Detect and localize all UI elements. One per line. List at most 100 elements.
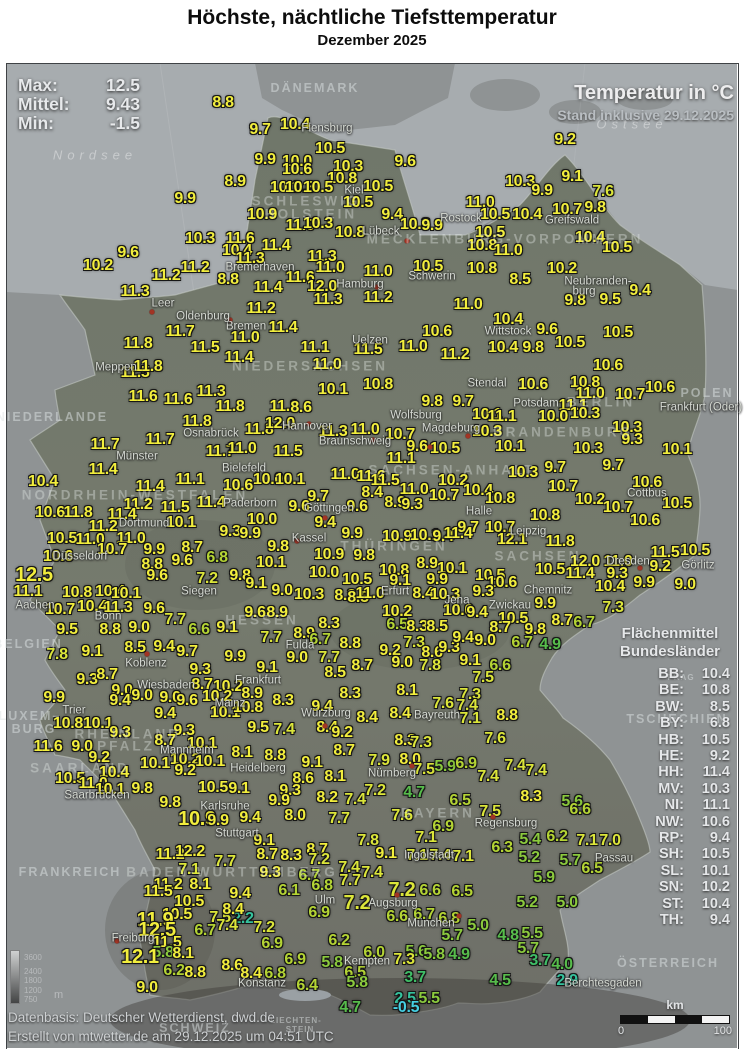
temp-label: 8.1 <box>396 682 418 699</box>
temp-label: 8.9 <box>293 625 315 642</box>
legend-state-code: MV: <box>658 780 684 797</box>
temp-label: 9.1 <box>459 652 481 669</box>
page-subtitle: Dezember 2025 <box>317 32 427 49</box>
temp-label: 8.5 <box>324 664 346 681</box>
temp-label: 10.3 <box>185 230 215 247</box>
temp-label: 5.6 <box>561 793 583 810</box>
city-dot <box>465 433 471 439</box>
temp-label: 9.0 <box>111 682 133 699</box>
temp-label: 10.4 <box>463 482 493 499</box>
temp-label: 8.7 <box>351 657 373 674</box>
temp-label: 10.5 <box>602 239 632 256</box>
temp-label: 10.5 <box>174 893 204 910</box>
temp-label: 9.9 <box>239 525 261 542</box>
temp-label: 8.3 <box>394 732 416 749</box>
temp-label: 11.5 <box>143 883 173 900</box>
city-label: Frankfurt (Oder) <box>659 401 743 414</box>
temp-label: 9.9 <box>174 190 196 207</box>
stat-row: Min: -1.5 <box>18 114 140 133</box>
temp-label: 7.1 <box>452 848 474 865</box>
temp-label: 8.6 <box>421 644 443 661</box>
legend-state-code: HH: <box>658 764 684 781</box>
temp-label: 8.3 <box>318 615 340 632</box>
city-label: Neubranden- <box>564 275 632 288</box>
temp-header: Temperatur in °C Stand inklusive 29.12.2… <box>557 82 734 123</box>
temp-label: 11.3 <box>120 283 150 300</box>
temp-label: 7.1 <box>178 861 200 878</box>
temp-label: 11.4 <box>224 349 254 366</box>
temp-label: 6.9 <box>455 755 477 772</box>
temp-label: 6.5 <box>386 616 408 633</box>
city-label: Hamburg <box>336 278 384 291</box>
legend-state-code: HB: <box>658 731 684 748</box>
legend-row: SL: 10.1 <box>602 863 738 879</box>
temp-label: 8.1 <box>172 945 194 962</box>
elevation-label: 1200 <box>24 986 42 995</box>
temp-label: 10.5 <box>343 194 373 211</box>
temp-label: 9.7 <box>249 121 271 138</box>
temp-label: 5.2 <box>516 894 538 911</box>
state-label: BAYERN <box>401 805 475 821</box>
city-label: Stuttgart <box>215 827 259 840</box>
temp-label: 11.4 <box>268 319 298 336</box>
temp-label: 7.2 <box>364 782 386 799</box>
temp-label: 7.7 <box>260 629 282 646</box>
temp-label: 8.7 <box>551 612 573 629</box>
temp-label: 8.1 <box>324 768 346 785</box>
legend-row: BW: 8.5 <box>602 699 738 715</box>
temp-label: 7.4 <box>338 859 360 876</box>
city-label: Düsseldorf <box>52 550 108 563</box>
temp-label: 6.8 <box>264 965 286 982</box>
temp-label: 10.7 <box>385 426 415 443</box>
temp-label: 8.8 <box>141 556 163 573</box>
temp-label: 8.7 <box>256 846 278 863</box>
temp-label: 9.4 <box>381 206 403 223</box>
temp-label: 11.3 <box>313 291 343 308</box>
temp-label: 8.8 <box>99 621 121 638</box>
temp-label: 9.2 <box>379 642 401 659</box>
temp-label: 11.8 <box>133 358 163 375</box>
temp-label: 11.3 <box>318 423 348 440</box>
temp-label: 9.0 <box>271 582 293 599</box>
temp-label: 7.9 <box>368 752 390 769</box>
state-label: PFALZ <box>97 738 155 754</box>
scale-start: 0 <box>618 1025 625 1037</box>
legend-state-value: 9.2 <box>709 748 730 765</box>
temp-label: 7.1 <box>415 829 437 846</box>
city-dot <box>374 284 380 290</box>
legend-row: RP: 9.4 <box>602 830 738 846</box>
temp-label: 3.7 <box>404 969 426 986</box>
temp-label: 7.8 <box>419 657 441 674</box>
city-label: Halle <box>465 505 493 518</box>
legend-row: HB: 10.5 <box>602 732 738 748</box>
temp-label: 11.7 <box>165 323 195 340</box>
temp-label: 10.2 <box>438 472 468 489</box>
temp-label: 8.7 <box>306 841 328 858</box>
temp-label: 8.4 <box>412 585 434 602</box>
temp-label: 5.8 <box>346 974 368 991</box>
temp-label: 8.3 <box>339 685 361 702</box>
stat-value: 12.5 <box>105 75 140 95</box>
temp-label: 11.2 <box>153 876 183 893</box>
temp-label: 7.2 <box>253 919 275 936</box>
country-label: ÖSTERREICH <box>617 955 719 970</box>
legend-state-code: RP: <box>659 830 684 847</box>
country-label: POLEN <box>680 385 734 400</box>
temp-label: 10.2 <box>83 257 113 274</box>
stat-value: -1.5 <box>109 113 140 133</box>
temp-label: 10.3 <box>285 179 315 196</box>
temp-label: 10.4 <box>95 583 125 600</box>
country-label: TSCHECHIEN <box>626 711 728 726</box>
temp-label: 8.0 <box>399 751 421 768</box>
temp-label: 8.4 <box>222 901 244 918</box>
temp-label: 9.6 <box>171 552 193 569</box>
temp-label: 10.7 <box>603 499 633 516</box>
city-label: Ulm <box>314 894 336 907</box>
temp-label: 12.0 <box>307 278 337 295</box>
title-block: Höchste, nächtliche Tiefsttemperatur Dez… <box>0 0 744 63</box>
temp-label: 11.5 <box>353 341 383 358</box>
temp-label: 5.0 <box>556 894 578 911</box>
temp-label: 11.7 <box>90 436 120 453</box>
temp-label: 9.9 <box>268 792 290 809</box>
temp-label: 9.9 <box>534 595 556 612</box>
